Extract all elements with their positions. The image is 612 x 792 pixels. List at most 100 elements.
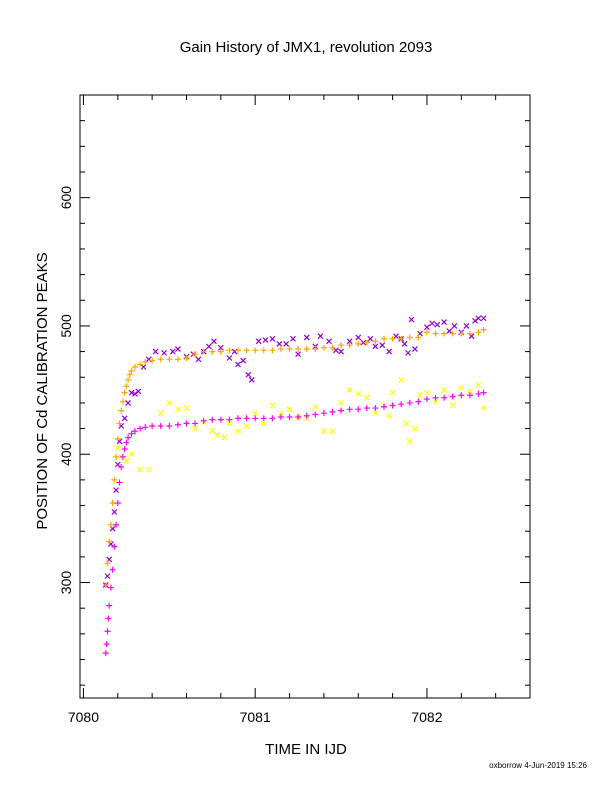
data-point [235, 428, 241, 435]
data-point [142, 358, 149, 365]
data-point [441, 394, 448, 401]
data-point [389, 402, 396, 409]
data-point [137, 425, 144, 432]
series-2 [114, 376, 487, 473]
data-point [424, 324, 430, 331]
plot-frame [79, 94, 531, 699]
data-point [200, 417, 207, 424]
data-point [114, 499, 121, 506]
data-point [386, 412, 393, 419]
data-point [295, 414, 302, 421]
data-point [283, 340, 290, 347]
series-3 [102, 389, 487, 657]
data-point [329, 428, 336, 435]
data-point [432, 398, 439, 405]
data-point [111, 543, 118, 550]
data-point [102, 582, 109, 589]
data-point [114, 444, 121, 451]
data-point [355, 340, 362, 347]
data-point [226, 355, 233, 361]
data-point [286, 346, 293, 353]
data-point [128, 451, 135, 458]
data-point [480, 405, 487, 411]
data-point [125, 434, 132, 441]
data-point [372, 338, 379, 345]
data-point [157, 423, 164, 430]
data-point [355, 391, 362, 397]
data-point [415, 398, 422, 405]
data-point [104, 628, 111, 635]
data-point [145, 466, 152, 473]
data-point [226, 416, 233, 423]
data-point [157, 410, 164, 417]
data-point [463, 323, 470, 329]
data-point [235, 347, 242, 354]
data-point [106, 602, 113, 609]
data-point [104, 573, 111, 580]
data-point [209, 428, 216, 435]
data-point [214, 432, 221, 438]
data-point [466, 330, 473, 337]
data-point [417, 392, 424, 399]
data-point [320, 344, 327, 351]
data-point [174, 356, 181, 363]
data-point [475, 329, 482, 336]
data-point [346, 342, 353, 349]
data-point [355, 334, 362, 341]
y-tick-label: 400 [58, 442, 74, 466]
data-point [116, 479, 123, 486]
data-point [480, 326, 487, 333]
data-point [131, 428, 138, 435]
data-point [183, 405, 190, 411]
x-tick-label: 7081 [240, 709, 271, 725]
data-point [200, 348, 207, 355]
data-point [135, 388, 142, 395]
data-point [405, 349, 411, 356]
data-point [105, 615, 112, 622]
data-point [411, 346, 418, 352]
data-point [441, 319, 448, 326]
data-point [243, 347, 250, 354]
data-point [137, 361, 144, 368]
data-point [262, 337, 269, 343]
x-tick-label: 7080 [68, 709, 99, 725]
data-point [381, 335, 388, 342]
data-point [217, 416, 224, 423]
data-point [475, 390, 482, 397]
data-point [372, 405, 379, 412]
data-point [235, 361, 241, 368]
axis-tick-labels: 7080 7081 7082 300 400 500 600 [58, 186, 443, 725]
data-point [113, 521, 120, 528]
data-point [109, 499, 116, 506]
data-point [363, 394, 370, 401]
data-point [429, 320, 436, 327]
data-point [106, 538, 113, 545]
data-point [338, 399, 344, 406]
data-marks [102, 315, 487, 657]
y-tick-label: 300 [58, 571, 74, 595]
x-axis-label: TIME IN IJD [265, 741, 347, 758]
data-point [152, 348, 159, 355]
data-point [119, 398, 126, 405]
data-point [174, 406, 181, 413]
data-point [113, 487, 119, 494]
data-point [243, 415, 250, 422]
data-point [346, 406, 353, 413]
data-point [329, 408, 336, 415]
data-point [113, 453, 120, 460]
data-point [123, 439, 130, 446]
data-point [346, 387, 353, 394]
data-point [406, 399, 413, 406]
data-point [326, 338, 332, 345]
data-point [386, 348, 393, 355]
data-point [166, 356, 173, 363]
data-point [363, 339, 370, 346]
data-point [379, 342, 386, 349]
data-point [183, 420, 190, 427]
data-point [449, 393, 456, 400]
data-point [252, 410, 259, 417]
data-point [338, 348, 344, 355]
data-point [449, 402, 456, 409]
data-point [415, 334, 422, 341]
data-point [367, 335, 374, 342]
